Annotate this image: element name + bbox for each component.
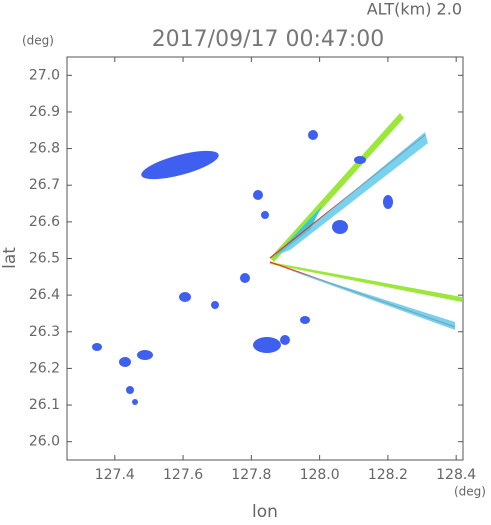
x-tick-label: 127.4 [95,467,135,483]
y-tick-label: 26.0 [29,434,60,450]
chart-title: 2017/09/17 00:47:00 [152,27,385,52]
altitude: ALT(km) 2.0 [367,0,462,19]
y-tick-label: 26.9 [29,104,60,120]
y-tick-label: 26.3 [29,324,60,340]
y-tick-label: 26.1 [29,397,60,413]
x-tick-label: 127.6 [163,467,203,483]
y-tick-label: 26.7 [29,177,60,193]
y-tick-label: 26.2 [29,360,60,376]
y-label: lat [0,247,20,269]
y-tick-label: 26.4 [29,287,60,303]
x-tick-label: 128.0 [300,467,340,483]
y-tick-label: 27.0 [29,67,60,83]
x-unit: (deg) [454,485,486,499]
radar-echoes [92,113,462,405]
plot-frame [66,56,464,461]
x-tick-label: 128.2 [368,467,408,483]
y-tick-label: 26.6 [29,214,60,230]
y-tick-label: 26.8 [29,141,60,157]
x-tick-label: 127.8 [231,467,271,483]
x-label: lon [252,502,278,521]
y-tick-label: 26.5 [29,251,60,267]
x-tick-label: 128.4 [436,467,476,483]
y-unit: (deg) [22,34,54,48]
